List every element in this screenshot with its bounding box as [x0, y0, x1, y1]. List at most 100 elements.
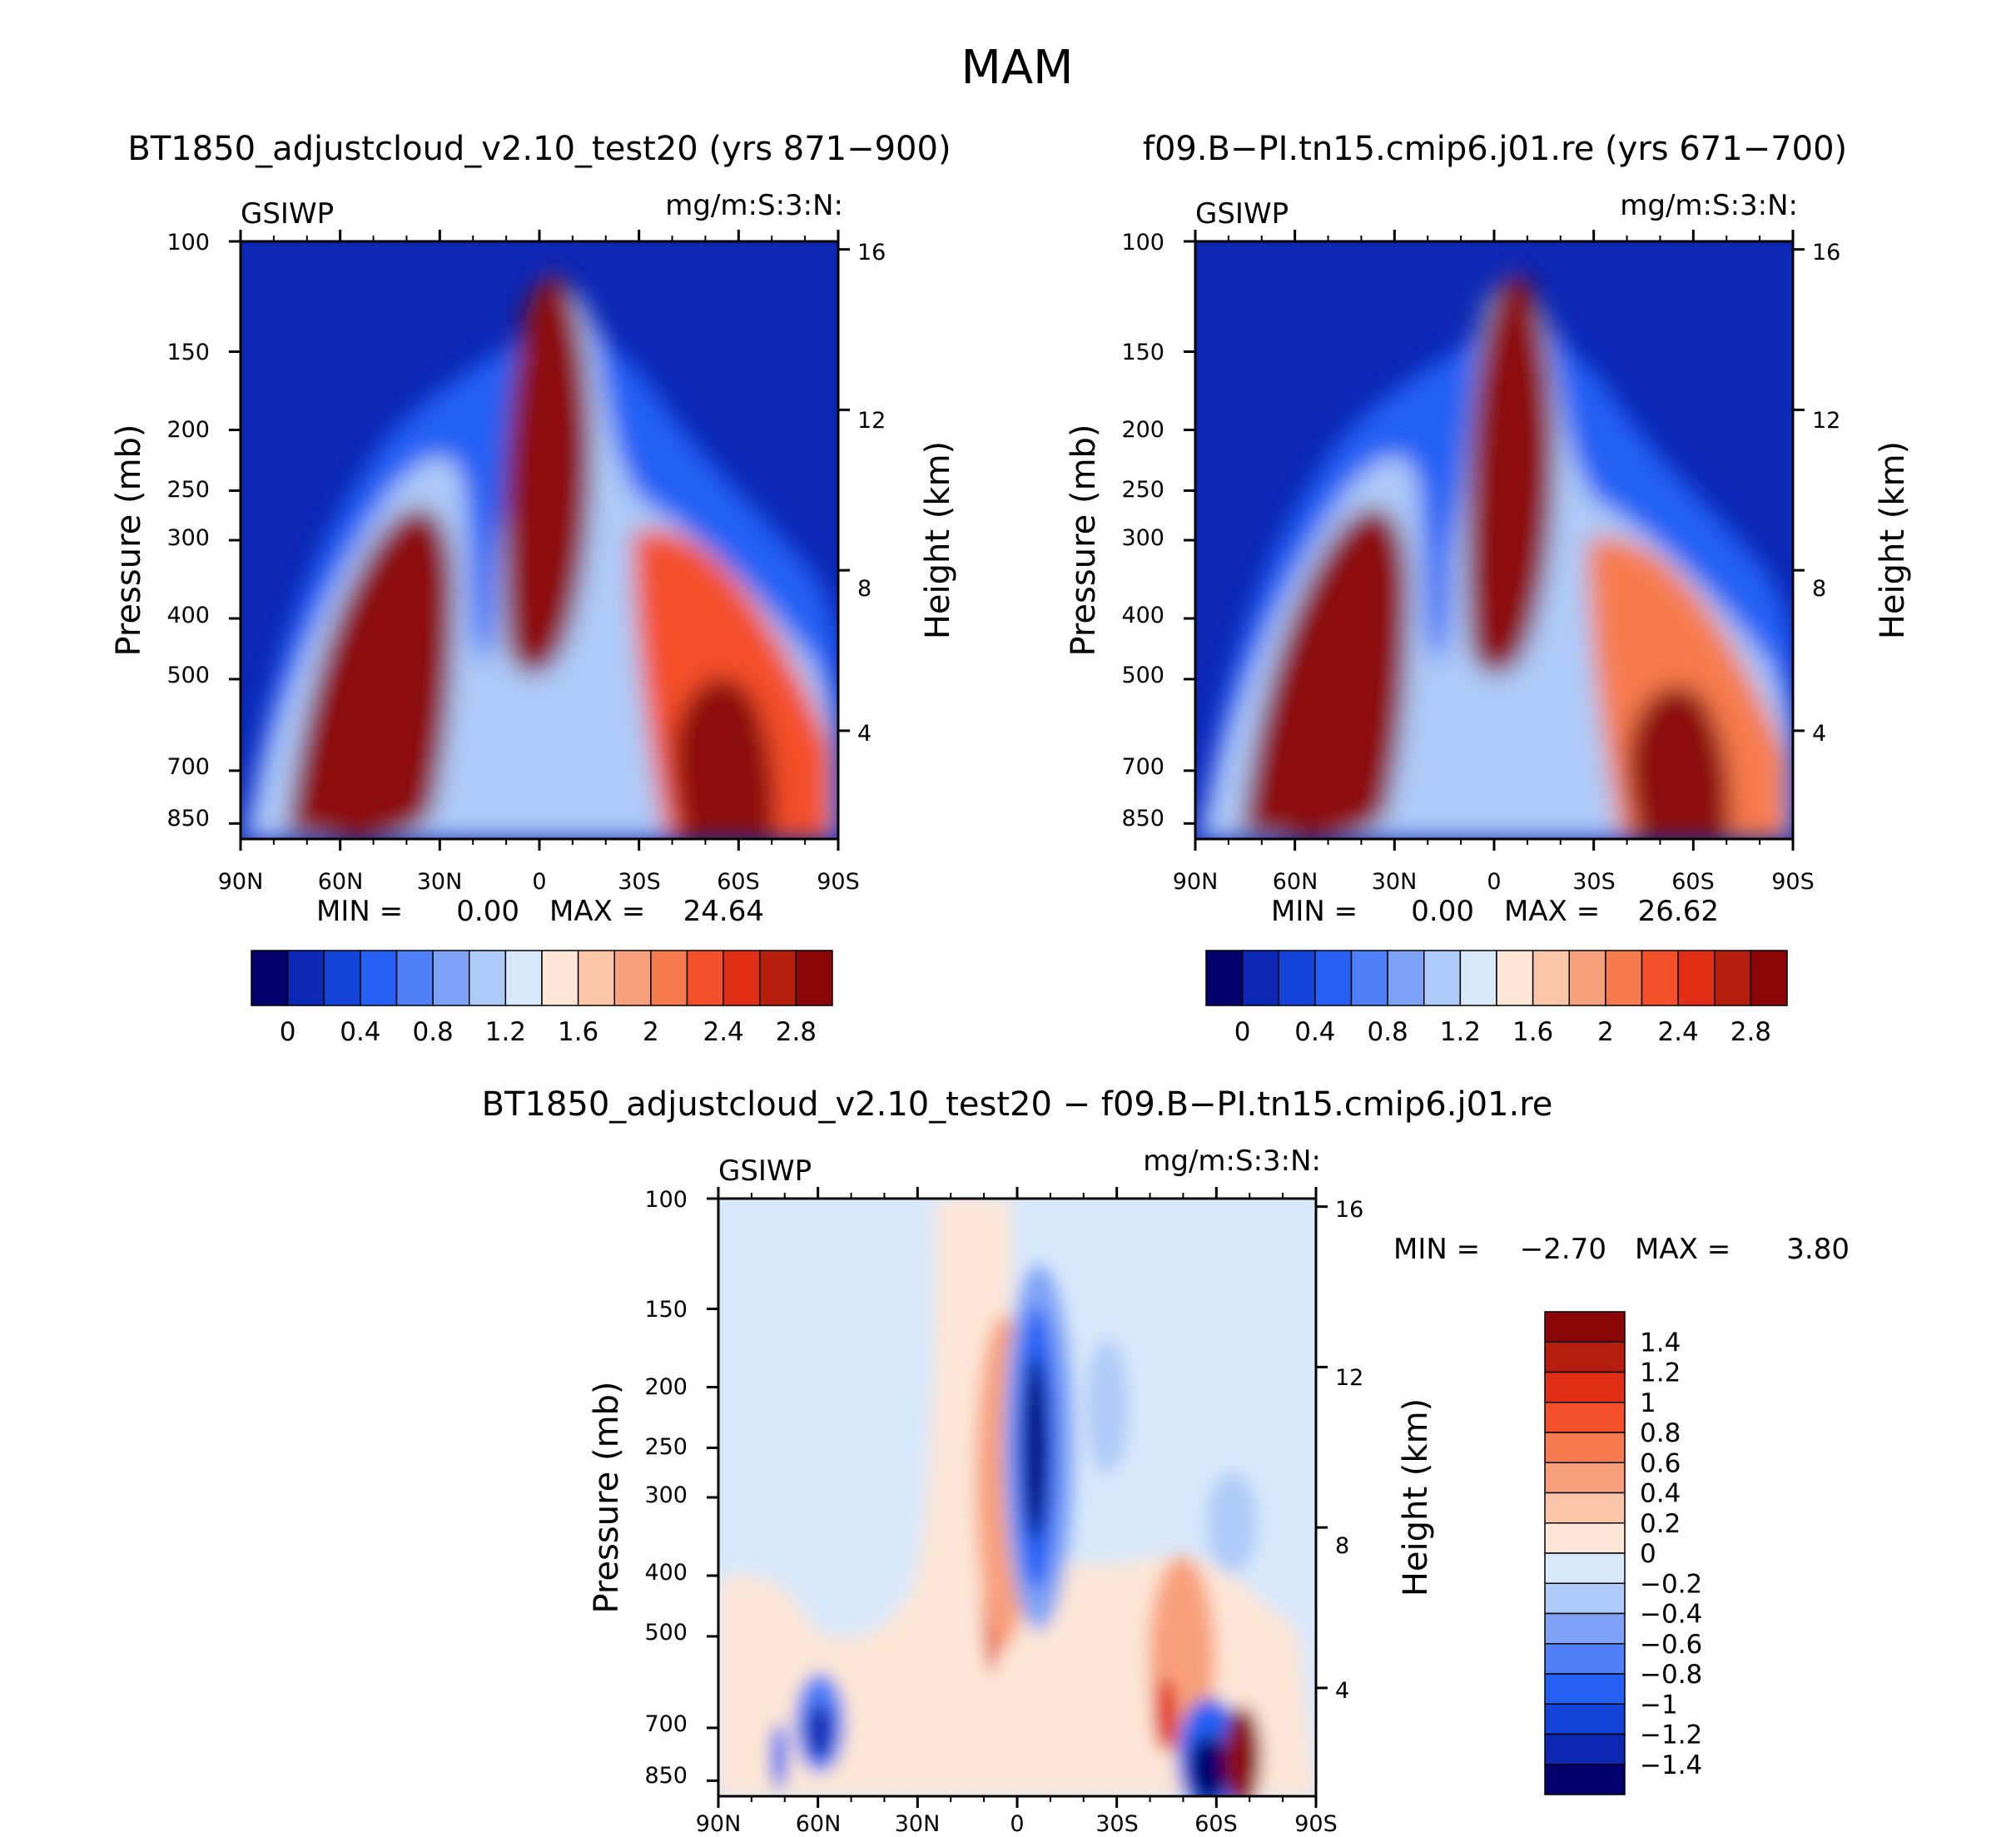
field-neg-60s-core	[1189, 1735, 1229, 1796]
colorbar-swatch	[1459, 950, 1497, 1006]
y-tick-label: 250	[1121, 477, 1164, 503]
height-tick-label: 8	[857, 576, 871, 602]
colorbar-swatch	[1544, 1522, 1626, 1554]
x-tick-label: 30N	[895, 1811, 941, 1834]
colorbar-swatch	[650, 950, 688, 1006]
y-axis-title: Pressure (mb)	[588, 1381, 626, 1613]
colorbar-tick-label: 0.8	[1640, 1418, 1681, 1448]
y-axis-right-title: Height (km)	[1874, 441, 1912, 639]
y-tick-label: 100	[1121, 230, 1164, 256]
colorbar-tick-label: 2.4	[703, 1017, 743, 1047]
heatmap-field	[718, 1199, 1316, 1796]
y-tick-label: 400	[1121, 603, 1164, 628]
y-tick-label: 100	[644, 1187, 688, 1213]
x-tick-label: 60N	[796, 1811, 842, 1834]
x-axis-ticks: 90N 60N 30N 0 30S 60S 90S	[696, 1811, 1338, 1837]
colorbar-swatch	[360, 950, 398, 1006]
max-value: 3.80	[1786, 1233, 1850, 1266]
y-tick-label: 500	[644, 1620, 688, 1646]
colorbar-tick-label: 0	[1640, 1539, 1656, 1569]
colorbar-tick-label: 2.4	[1657, 1017, 1698, 1047]
season-title: MAM	[961, 41, 1074, 95]
colorbar-swatch	[1544, 1643, 1626, 1675]
panel-p1: BT1850_adjustcloud_v2.10_test20 (yrs 871…	[110, 130, 957, 1047]
colorbar-swatch	[1641, 950, 1679, 1006]
colorbar-swatch	[1387, 950, 1425, 1006]
colorbar-tick-label: 0	[1234, 1017, 1251, 1047]
tick-marks	[1184, 230, 1805, 851]
stats-line: MIN = −2.70 MAX = 3.80	[1393, 1233, 1850, 1266]
colorbar-swatch	[469, 950, 507, 1006]
min-value: 0.00	[456, 895, 519, 928]
height-tick-label: 8	[1812, 576, 1826, 602]
colorbar-swatch	[1544, 1673, 1626, 1705]
colorbar-swatch	[613, 950, 652, 1006]
y-tick-label: 500	[166, 663, 210, 688]
colorbar-tick-label: 1.2	[1440, 1017, 1481, 1047]
colorbar-swatch	[1544, 1432, 1626, 1463]
colorbar-tick-label: 1	[1640, 1388, 1656, 1418]
colorbar-swatch	[577, 950, 615, 1006]
y-tick-label: 700	[166, 754, 210, 780]
colorbar-swatch	[286, 950, 325, 1006]
colorbar-swatch	[395, 950, 434, 1006]
y-tick-label: 700	[1121, 754, 1164, 780]
x-tick-label: 0	[1010, 1811, 1024, 1834]
colorbar-tick-label: 0.8	[1367, 1017, 1408, 1047]
colorbar: 1.41.210.80.60.40.20−0.2−0.4−0.6−0.8−1−1…	[1544, 1311, 1702, 1795]
colorbar-tick-label: −1.2	[1640, 1720, 1702, 1750]
y-tick-label: 200	[166, 417, 210, 443]
colorbar-swatch	[1544, 1371, 1626, 1403]
field-left-core	[1242, 508, 1408, 839]
y-tick-label: 250	[644, 1434, 688, 1460]
y-tick-label: 500	[1121, 663, 1164, 688]
units-label: mg/m:S:3:N:	[665, 189, 843, 222]
colorbar-tick-label: 1.2	[485, 1017, 526, 1047]
field-pos-south-inner	[1154, 1678, 1177, 1751]
y-tick-label: 300	[166, 525, 210, 551]
y-tick-label: 100	[166, 230, 210, 256]
colorbar-swatch	[1544, 1733, 1626, 1765]
x-tick-label: 60N	[1273, 869, 1318, 895]
colorbar-swatch	[1544, 1582, 1626, 1615]
height-tick-label: 16	[1335, 1197, 1363, 1223]
colorbar-swatch	[795, 950, 833, 1006]
max-label: MAX =	[1635, 1233, 1730, 1266]
stats-line: MIN = 0.00 MAX = 26.62	[1271, 895, 1719, 928]
colorbar: 0 0.4 0.8 1.2 1.6 2 2.4 2.8	[1205, 950, 1788, 1047]
variable-label: GSIWP	[1195, 197, 1289, 231]
height-tick-label: 4	[1812, 721, 1826, 747]
y-tick-label: 300	[644, 1482, 688, 1508]
y-tick-label: 150	[644, 1297, 688, 1323]
colorbar-swatch	[251, 950, 289, 1006]
y-tick-label: 400	[644, 1560, 688, 1586]
panel-title: f09.B−PI.tn15.cmip6.j01.re (yrs 671−700)	[1143, 130, 1847, 168]
height-tick-label: 12	[857, 408, 886, 434]
x-tick-label: 30S	[1572, 869, 1616, 895]
colorbar-tick-label: 0.4	[1640, 1479, 1681, 1509]
colorbar-swatch	[759, 950, 797, 1006]
colorbar-swatch	[1205, 950, 1244, 1006]
colorbar-swatch	[1241, 950, 1279, 1006]
field-pos-60s-core	[1224, 1706, 1261, 1796]
x-tick-label: 0	[532, 869, 546, 895]
colorbar-swatch	[432, 950, 470, 1006]
variable-label: GSIWP	[718, 1154, 812, 1188]
colorbar-tick-label: 1.6	[1512, 1017, 1553, 1047]
x-axis-ticks: 90N 60N 30N 0 30S 60S 90S	[1173, 869, 1815, 895]
colorbar-tick-label: 1.6	[558, 1017, 598, 1047]
colorbar-tick-label: 0.8	[412, 1017, 453, 1047]
colorbar-swatch	[323, 950, 361, 1006]
min-value: −2.70	[1520, 1233, 1606, 1266]
colorbar-swatch	[1544, 1703, 1626, 1735]
colorbar-tick-label: 0.2	[1640, 1509, 1681, 1539]
height-tick-label: 4	[857, 721, 871, 747]
colorbar-swatch	[504, 950, 543, 1006]
colorbar-tick-label: 0.4	[340, 1017, 380, 1047]
variable-label: GSIWP	[241, 197, 334, 231]
tick-marks	[707, 1187, 1328, 1808]
colorbar-swatch	[541, 950, 579, 1006]
y-axis-right-ticks: 16 12 8 4	[1335, 1197, 1363, 1704]
height-tick-label: 8	[1335, 1533, 1349, 1559]
y-axis-right-title: Height (km)	[1397, 1398, 1435, 1596]
